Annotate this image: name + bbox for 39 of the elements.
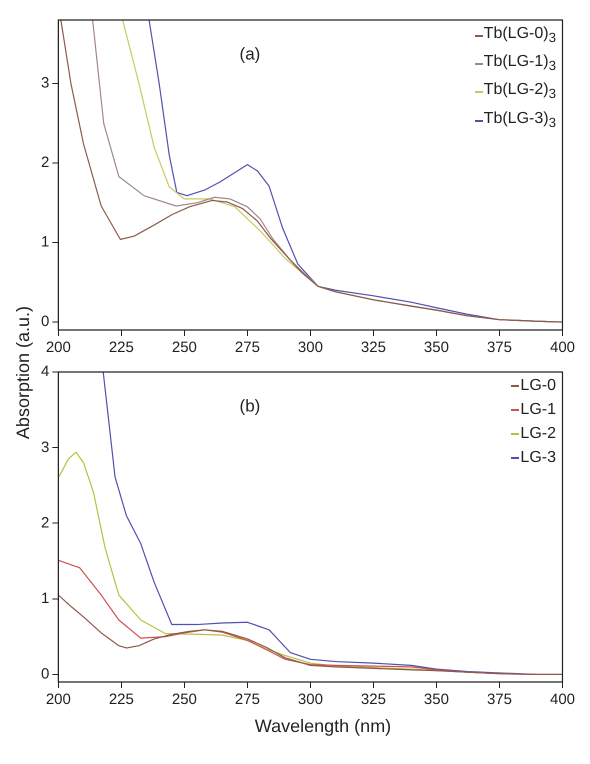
x-tick-label: 400 <box>550 691 575 708</box>
y-axis-title: Absorption (a.u.) <box>12 306 34 440</box>
legend-label: Tb(LG-3)$_{3}$ <box>484 108 556 132</box>
legend-label: Tb(LG-1)$_{3}$ <box>484 52 556 76</box>
x-tick-label: 325 <box>360 339 386 356</box>
y-tick-label: 0 <box>41 313 50 330</box>
y-tick-label: 0 <box>41 666 50 683</box>
annotation: (a) <box>240 44 260 64</box>
x-tick-label: 275 <box>234 339 260 356</box>
x-tick-label: 300 <box>298 339 323 356</box>
x-tick-label: 300 <box>298 691 323 708</box>
x-tick-label: 250 <box>172 691 197 708</box>
x-tick-label: 275 <box>234 691 260 708</box>
legend-label: LG-1 <box>520 400 556 420</box>
x-tick-label: 350 <box>424 339 449 356</box>
legend-label: LG-3 <box>520 448 556 468</box>
x-tick-label: 325 <box>360 691 386 708</box>
x-axis-title: Wavelength (nm) <box>254 716 392 737</box>
legend-label: Tb(LG-0)$_{3}$ <box>484 24 556 48</box>
legend-label: LG-0 <box>520 376 556 396</box>
x-tick-label: 200 <box>46 691 71 708</box>
y-tick-label: 1 <box>41 234 50 251</box>
legend-label: Tb(LG-2)$_{3}$ <box>484 80 556 104</box>
x-tick-label: 350 <box>424 691 449 708</box>
annotation: (b) <box>240 396 260 416</box>
x-tick-label: 375 <box>486 339 512 356</box>
y-tick-label: 2 <box>41 154 50 172</box>
y-tick-label: 3 <box>41 74 50 92</box>
x-tick-label: 375 <box>486 691 512 708</box>
y-tick-label: 1 <box>41 590 50 607</box>
y-tick-label: 4 <box>41 363 50 380</box>
y-tick-label: 2 <box>41 514 50 532</box>
x-tick-label: 200 <box>46 339 71 356</box>
x-tick-label: 225 <box>108 339 134 356</box>
y-tick-label: 3 <box>41 438 50 456</box>
legend-label: LG-2 <box>520 424 556 444</box>
x-tick-label: 250 <box>172 339 197 356</box>
x-tick-label: 400 <box>550 339 575 356</box>
x-tick-label: 225 <box>108 691 134 708</box>
